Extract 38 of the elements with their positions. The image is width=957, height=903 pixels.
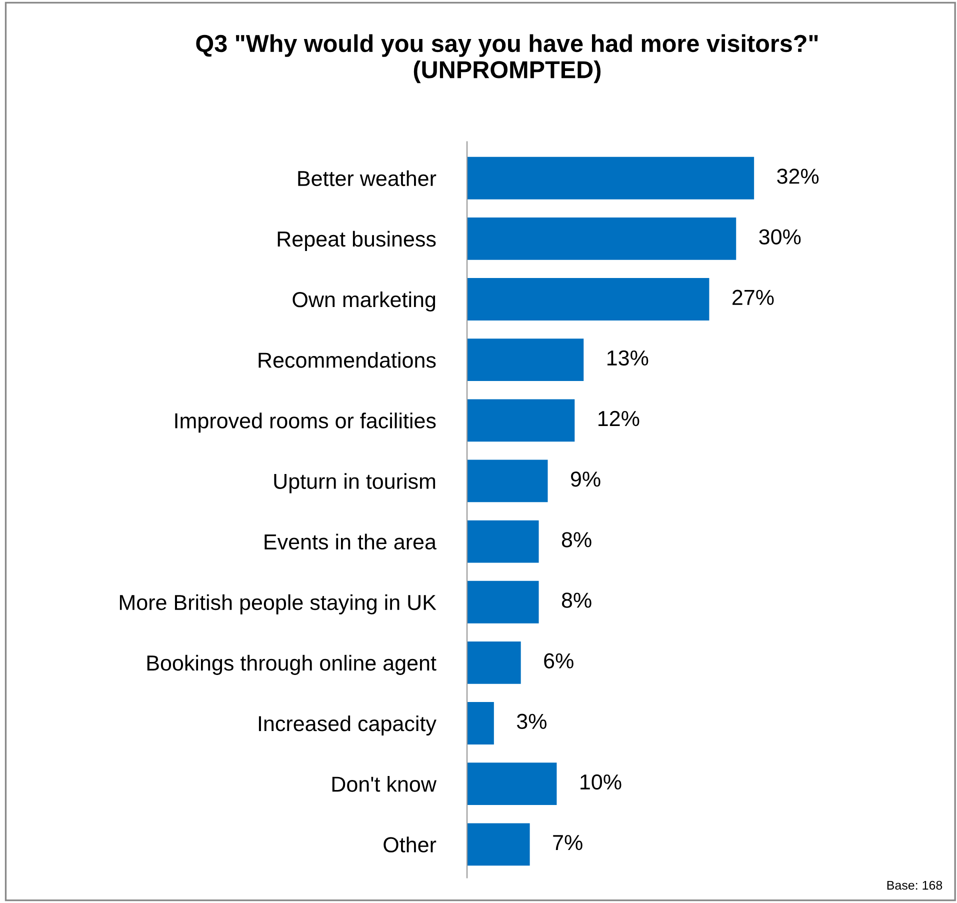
data-label: 30%	[759, 229, 801, 244]
y-tick-label: Repeat business	[278, 230, 436, 251]
y-tick-label: Don't know	[332, 776, 437, 792]
bar	[467, 520, 539, 563]
data-label: 12%	[598, 410, 640, 426]
y-tick-label: Recommendations	[258, 352, 436, 368]
data-label: 13%	[607, 350, 648, 366]
bar	[467, 762, 557, 806]
bar	[467, 460, 548, 502]
bar	[467, 156, 754, 200]
data-label: 8%	[562, 592, 592, 608]
chart-title: Q3 "Why would you say you have had more visitors?" (UNPROMPTED)	[196, 34, 818, 84]
data-label: 6%	[544, 653, 574, 668]
data-label: 9%	[570, 472, 600, 487]
y-tick-label: Upturn in tourism	[274, 473, 436, 494]
data-label: 32%	[777, 168, 819, 184]
y-tick-label: Own marketing	[292, 291, 436, 312]
data-label: 3%	[516, 714, 546, 730]
data-label: 7%	[553, 835, 582, 850]
y-tick-label: Other	[384, 836, 436, 852]
bar	[467, 823, 530, 866]
data-label: 27%	[732, 290, 774, 305]
y-tick-label: Increased capacity	[258, 715, 436, 736]
y-tick-label: Better weather	[298, 170, 436, 186]
y-tick-label: Improved rooms or facilities	[175, 412, 436, 433]
y-tick-label: Bookings through online agent	[147, 654, 436, 675]
bar	[467, 580, 539, 624]
bar	[467, 217, 736, 260]
bar	[467, 399, 575, 442]
bar	[467, 702, 494, 744]
bar	[467, 338, 584, 382]
y-tick-label: Events in the area	[264, 534, 436, 550]
text: Base: 168	[887, 880, 942, 890]
bar	[467, 278, 710, 320]
data-label: 10%	[580, 774, 622, 790]
data-label: 8%	[562, 532, 592, 548]
y-tick-label: More British people staying in UK	[120, 594, 436, 614]
bar	[467, 641, 521, 684]
